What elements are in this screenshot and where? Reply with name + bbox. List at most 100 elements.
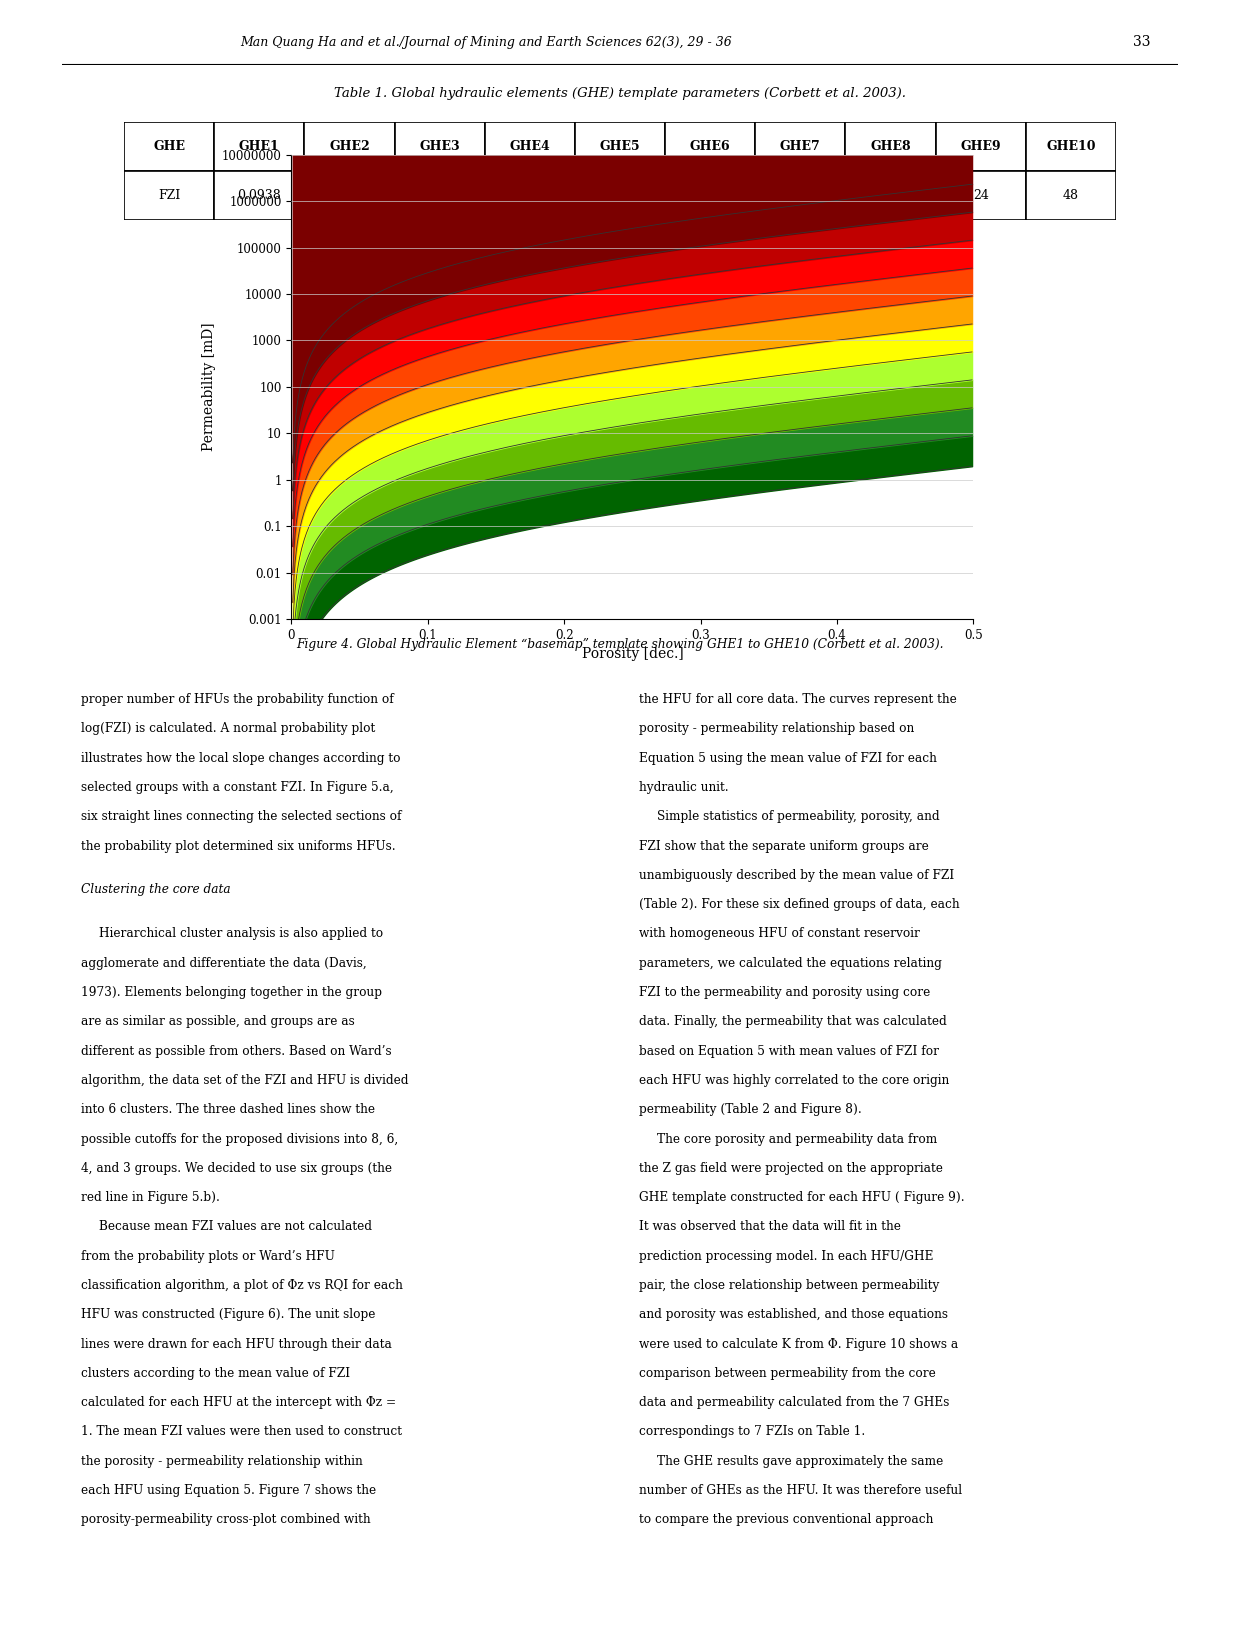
Text: different as possible from others. Based on Ward’s: different as possible from others. Based… (81, 1044, 392, 1057)
Text: 0.375: 0.375 (422, 189, 458, 202)
Text: pair, the close relationship between permeability: pair, the close relationship between per… (639, 1279, 939, 1292)
Text: porosity-permeability cross-plot combined with: porosity-permeability cross-plot combine… (81, 1513, 371, 1526)
Text: GHE6: GHE6 (689, 140, 730, 153)
Text: 6: 6 (796, 189, 805, 202)
Text: GHE template constructed for each HFU ( Figure 9).: GHE template constructed for each HFU ( … (639, 1191, 965, 1204)
Text: clusters according to the mean value of FZI: clusters according to the mean value of … (81, 1367, 350, 1380)
Text: number of GHEs as the HFU. It was therefore useful: number of GHEs as the HFU. It was theref… (639, 1484, 962, 1497)
Text: Hierarchical cluster analysis is also applied to: Hierarchical cluster analysis is also ap… (99, 927, 383, 940)
Text: GHE4: GHE4 (510, 140, 551, 153)
Text: Man Quang Ha and et al./Journal of Mining and Earth Sciences 62(3), 29 - 36: Man Quang Ha and et al./Journal of Minin… (241, 36, 732, 49)
Text: selected groups with a constant FZI. In Figure 5.a,: selected groups with a constant FZI. In … (81, 780, 393, 793)
Text: comparison between permeability from the core: comparison between permeability from the… (639, 1367, 935, 1380)
Text: FZI show that the separate uniform groups are: FZI show that the separate uniform group… (639, 839, 929, 852)
Text: data and permeability calculated from the 7 GHEs: data and permeability calculated from th… (639, 1396, 949, 1409)
Text: agglomerate and differentiate the data (Davis,: agglomerate and differentiate the data (… (81, 956, 366, 969)
Text: 0.75: 0.75 (516, 189, 543, 202)
Text: calculated for each HFU at the intercept with Φz =: calculated for each HFU at the intercept… (81, 1396, 396, 1409)
Text: FZI: FZI (157, 189, 180, 202)
Bar (394, 171, 485, 220)
Text: parameters, we calculated the equations relating: parameters, we calculated the equations … (639, 956, 941, 969)
Bar (575, 122, 665, 171)
Text: from the probability plots or Ward’s HFU: from the probability plots or Ward’s HFU (81, 1249, 335, 1262)
Text: lines were drawn for each HFU through their data: lines were drawn for each HFU through th… (81, 1337, 392, 1350)
Bar (575, 171, 665, 220)
Text: the HFU for all core data. The curves represent the: the HFU for all core data. The curves re… (639, 692, 956, 705)
Bar (485, 171, 575, 220)
Text: correspondings to 7 FZIs on Table 1.: correspondings to 7 FZIs on Table 1. (639, 1425, 864, 1438)
Text: GHE9: GHE9 (961, 140, 1001, 153)
Text: Figure 4. Global Hydraulic Element “basemap” template showing GHE1 to GHE10 (Cor: Figure 4. Global Hydraulic Element “base… (296, 639, 944, 650)
Text: proper number of HFUs the probability function of: proper number of HFUs the probability fu… (81, 692, 393, 705)
Text: 4, and 3 groups. We decided to use six groups (the: 4, and 3 groups. We decided to use six g… (81, 1161, 392, 1175)
Text: GHE7: GHE7 (780, 140, 821, 153)
Text: GHE8: GHE8 (870, 140, 911, 153)
Text: with homogeneous HFU of constant reservoir: with homogeneous HFU of constant reservo… (639, 927, 920, 940)
Bar (665, 171, 755, 220)
Bar (215, 171, 304, 220)
Bar (1025, 122, 1116, 171)
Text: log(FZI) is calculated. A normal probability plot: log(FZI) is calculated. A normal probabi… (81, 722, 374, 735)
Text: GHE2: GHE2 (329, 140, 370, 153)
X-axis label: Porosity [dec.]: Porosity [dec.] (582, 647, 683, 661)
Text: 1973). Elements belonging together in the group: 1973). Elements belonging together in th… (81, 986, 382, 999)
Text: red line in Figure 5.b).: red line in Figure 5.b). (81, 1191, 219, 1204)
Text: 33: 33 (1132, 36, 1149, 49)
Bar (1025, 171, 1116, 220)
Text: 24: 24 (973, 189, 988, 202)
Text: algorithm, the data set of the FZI and HFU is divided: algorithm, the data set of the FZI and H… (81, 1074, 408, 1087)
Text: Clustering the core data: Clustering the core data (81, 883, 231, 896)
Bar (936, 171, 1025, 220)
Bar (755, 171, 846, 220)
Bar (304, 122, 394, 171)
Text: 0.0938: 0.0938 (237, 189, 281, 202)
Bar (394, 122, 485, 171)
Text: Table 1. Global hydraulic elements (GHE) template parameters (Corbett et al. 200: Table 1. Global hydraulic elements (GHE)… (334, 88, 906, 99)
Text: unambiguously described by the mean value of FZI: unambiguously described by the mean valu… (639, 868, 954, 881)
Text: into 6 clusters. The three dashed lines show the: into 6 clusters. The three dashed lines … (81, 1103, 374, 1116)
Text: (Table 2). For these six defined groups of data, each: (Table 2). For these six defined groups … (639, 898, 960, 911)
Text: Simple statistics of permeability, porosity, and: Simple statistics of permeability, poros… (657, 810, 939, 823)
Text: the probability plot determined six uniforms HFUs.: the probability plot determined six unif… (81, 839, 396, 852)
Bar (124, 122, 215, 171)
Text: 3: 3 (707, 189, 714, 202)
Text: GHE3: GHE3 (419, 140, 460, 153)
Text: It was observed that the data will fit in the: It was observed that the data will fit i… (639, 1220, 900, 1233)
Text: FZI to the permeability and porosity using core: FZI to the permeability and porosity usi… (639, 986, 930, 999)
Bar (215, 122, 304, 171)
Text: 0.1875: 0.1875 (327, 189, 371, 202)
Text: based on Equation 5 with mean values of FZI for: based on Equation 5 with mean values of … (639, 1044, 939, 1057)
Text: hydraulic unit.: hydraulic unit. (639, 780, 728, 793)
Text: 12: 12 (883, 189, 899, 202)
Text: Equation 5 using the mean value of FZI for each: Equation 5 using the mean value of FZI f… (639, 751, 936, 764)
Text: were used to calculate K from Φ. Figure 10 shows a: were used to calculate K from Φ. Figure … (639, 1337, 957, 1350)
Bar (846, 171, 936, 220)
Text: the porosity - permeability relationship within: the porosity - permeability relationship… (81, 1455, 362, 1468)
Text: permeability (Table 2 and Figure 8).: permeability (Table 2 and Figure 8). (639, 1103, 862, 1116)
Text: and porosity was established, and those equations: and porosity was established, and those … (639, 1308, 947, 1321)
Text: 48: 48 (1063, 189, 1079, 202)
Text: each HFU was highly correlated to the core origin: each HFU was highly correlated to the co… (639, 1074, 949, 1087)
Text: data. Finally, the permeability that was calculated: data. Finally, the permeability that was… (639, 1015, 946, 1028)
Bar (124, 171, 215, 220)
Text: 1. The mean FZI values were then used to construct: 1. The mean FZI values were then used to… (81, 1425, 402, 1438)
Bar (304, 171, 394, 220)
Text: The GHE results gave approximately the same: The GHE results gave approximately the s… (657, 1455, 942, 1468)
Bar (755, 122, 846, 171)
Text: six straight lines connecting the selected sections of: six straight lines connecting the select… (81, 810, 401, 823)
Text: GHE10: GHE10 (1047, 140, 1096, 153)
Text: GHE5: GHE5 (600, 140, 640, 153)
Text: HFU was constructed (Figure 6). The unit slope: HFU was constructed (Figure 6). The unit… (81, 1308, 374, 1321)
Text: GHE: GHE (153, 140, 185, 153)
Text: each HFU using Equation 5. Figure 7 shows the: each HFU using Equation 5. Figure 7 show… (81, 1484, 376, 1497)
Text: porosity - permeability relationship based on: porosity - permeability relationship bas… (639, 722, 914, 735)
Text: The core porosity and permeability data from: The core porosity and permeability data … (657, 1132, 937, 1145)
Text: to compare the previous conventional approach: to compare the previous conventional app… (639, 1513, 932, 1526)
Y-axis label: Permeability [mD]: Permeability [mD] (202, 323, 216, 451)
Bar (846, 122, 936, 171)
Bar (665, 122, 755, 171)
Text: 1.5: 1.5 (610, 189, 630, 202)
Text: prediction processing model. In each HFU/GHE: prediction processing model. In each HFU… (639, 1249, 934, 1262)
Text: illustrates how the local slope changes according to: illustrates how the local slope changes … (81, 751, 401, 764)
Text: possible cutoffs for the proposed divisions into 8, 6,: possible cutoffs for the proposed divisi… (81, 1132, 398, 1145)
